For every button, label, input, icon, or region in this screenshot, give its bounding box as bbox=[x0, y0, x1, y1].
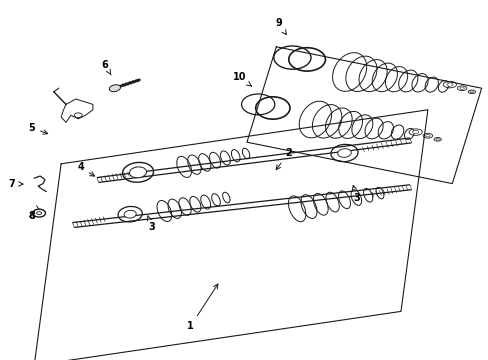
Ellipse shape bbox=[425, 135, 429, 137]
Ellipse shape bbox=[446, 83, 452, 86]
Ellipse shape bbox=[37, 212, 41, 215]
Text: 1: 1 bbox=[187, 284, 218, 331]
Ellipse shape bbox=[337, 149, 350, 157]
Text: 4: 4 bbox=[77, 162, 94, 176]
Ellipse shape bbox=[109, 85, 121, 92]
Ellipse shape bbox=[469, 91, 472, 93]
Ellipse shape bbox=[124, 210, 136, 218]
Ellipse shape bbox=[435, 138, 439, 140]
Ellipse shape bbox=[412, 130, 418, 134]
Text: 3: 3 bbox=[352, 185, 360, 203]
Text: 2: 2 bbox=[276, 148, 291, 170]
Text: 8: 8 bbox=[28, 211, 35, 221]
Text: 9: 9 bbox=[275, 18, 286, 35]
Text: 5: 5 bbox=[28, 123, 48, 134]
Text: 10: 10 bbox=[232, 72, 251, 86]
Text: 7: 7 bbox=[9, 179, 23, 189]
Ellipse shape bbox=[459, 87, 464, 89]
Ellipse shape bbox=[129, 167, 146, 178]
Text: 3: 3 bbox=[147, 216, 155, 232]
Text: 6: 6 bbox=[102, 60, 111, 75]
